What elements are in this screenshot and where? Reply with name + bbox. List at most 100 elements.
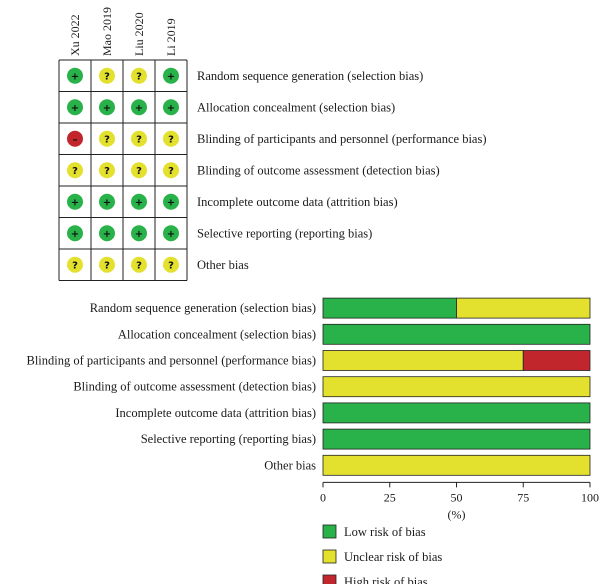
judgement-symbol: + (167, 103, 175, 114)
judgement-symbol: + (103, 197, 111, 208)
judgement-cell: + (131, 193, 147, 210)
judgement-cell: + (99, 193, 115, 210)
judgement-cell: ? (131, 256, 147, 273)
high-risk-icon (67, 130, 83, 147)
domain-label: Incomplete outcome data (attrition bias) (197, 195, 398, 209)
judgement-cell: + (163, 225, 179, 242)
judgement-symbol: + (167, 197, 175, 208)
judgement-cell: ? (99, 162, 115, 179)
category-label: Selective reporting (reporting bias) (141, 432, 316, 446)
judgement-cell: ? (163, 130, 179, 147)
x-tick-label: 75 (517, 490, 529, 504)
judgement-symbol: + (135, 197, 143, 208)
judgement-symbol: ? (104, 134, 110, 145)
low-risk-icon (99, 193, 115, 210)
unclear-risk-icon (99, 256, 115, 273)
judgement-symbol: ? (72, 166, 78, 177)
bar-unclear-risk (322, 350, 524, 371)
judgement-cell: ? (131, 162, 147, 179)
legend-item: High risk of bias (322, 574, 428, 584)
x-axis-label: (%) (448, 507, 466, 521)
judgement-cell: ? (99, 256, 115, 273)
x-tick-label: 0 (320, 490, 326, 504)
legend-swatch-low (322, 524, 337, 539)
unclear-risk-icon (131, 162, 147, 179)
judgement-symbol: ? (168, 166, 174, 177)
judgement-symbol: + (167, 71, 175, 82)
judgement-cell: ? (163, 256, 179, 273)
study-label: Liu 2020 (132, 12, 146, 56)
low-risk-icon (67, 225, 83, 242)
category-label: Random sequence generation (selection bi… (90, 301, 316, 315)
judgement-symbol: ? (104, 260, 110, 271)
legend-swatch-high (322, 574, 337, 584)
unclear-risk-icon (163, 162, 179, 179)
judgement-cell: + (131, 225, 147, 242)
bar-high-risk (522, 350, 591, 371)
judgement-cell: ? (131, 130, 147, 147)
unclear-risk-icon (163, 256, 179, 273)
unclear-risk-icon (131, 130, 147, 147)
judgement-cell: + (163, 193, 179, 210)
judgement-cell: ? (99, 67, 115, 84)
category-label: Blinding of participants and personnel (… (27, 354, 317, 368)
judgement-symbol: + (135, 103, 143, 114)
legend-label: Unclear risk of bias (344, 550, 442, 564)
risk-of-bias-summary-table: Xu 2022 Mao 2019 Liu 2020 Li 2019 Random seq… (58, 7, 487, 281)
risk-of-bias-graph: Random sequence generation (selection bi… (27, 297, 599, 521)
bar-low-risk (322, 402, 591, 424)
category-label: Other bias (264, 458, 316, 472)
chart-legend: Low risk of bias Unclear risk of bias High… (322, 524, 442, 584)
judgement-symbol: + (71, 71, 79, 82)
domain-label: Selective reporting (reporting bias) (197, 226, 372, 240)
x-tick-label: 25 (384, 490, 396, 504)
bar-low-risk (322, 323, 591, 345)
judgement-cell: + (99, 225, 115, 242)
category-label: Blinding of outcome assessment (detectio… (73, 380, 316, 394)
unclear-risk-icon (131, 67, 147, 84)
judgement-symbol: ? (104, 166, 110, 177)
unclear-risk-icon (163, 130, 179, 147)
x-tick-label: 50 (451, 490, 463, 504)
legend-label: High risk of bias (344, 575, 428, 584)
low-risk-icon (131, 225, 147, 242)
domain-label: Other bias (197, 258, 249, 272)
judgement-symbol: + (167, 229, 175, 240)
unclear-risk-icon (67, 256, 83, 273)
judgement-cell: – (67, 130, 83, 147)
judgement-symbol: + (71, 197, 79, 208)
unclear-risk-icon (99, 162, 115, 179)
judgement-cell: + (67, 225, 83, 242)
judgement-symbol: + (71, 229, 79, 240)
judgement-symbol: ? (136, 260, 142, 271)
judgement-symbol: ? (136, 134, 142, 145)
low-risk-icon (67, 67, 83, 84)
judgement-symbol: + (103, 103, 111, 114)
study-label: Li 2019 (164, 18, 178, 56)
category-label: Allocation concealment (selection bias) (118, 327, 316, 341)
low-risk-icon (131, 193, 147, 210)
judgement-symbol: + (103, 229, 111, 240)
judgement-cell: + (131, 99, 147, 116)
judgement-cell: + (67, 99, 83, 116)
low-risk-icon (163, 99, 179, 116)
judgement-cell: ? (67, 256, 83, 273)
unclear-risk-icon (67, 162, 83, 179)
legend-label: Low risk of bias (344, 525, 426, 539)
judgement-symbol: + (71, 103, 79, 114)
domain-label: Blinding of participants and personnel (… (197, 132, 487, 146)
low-risk-icon (131, 99, 147, 116)
low-risk-icon (67, 99, 83, 116)
study-label: Mao 2019 (100, 7, 114, 56)
category-label: Incomplete outcome data (attrition bias) (115, 406, 316, 420)
x-tick-label: 100 (581, 490, 599, 504)
bar-unclear-risk (322, 454, 591, 476)
judgement-symbol: ? (168, 260, 174, 271)
judgement-symbol: – (73, 134, 78, 145)
judgement-cell: + (163, 99, 179, 116)
unclear-risk-icon (99, 67, 115, 84)
judgement-symbol: ? (104, 71, 110, 82)
judgement-cell: ? (131, 67, 147, 84)
judgement-symbol: ? (72, 260, 78, 271)
domain-label: Allocation concealment (selection bias) (197, 100, 395, 114)
